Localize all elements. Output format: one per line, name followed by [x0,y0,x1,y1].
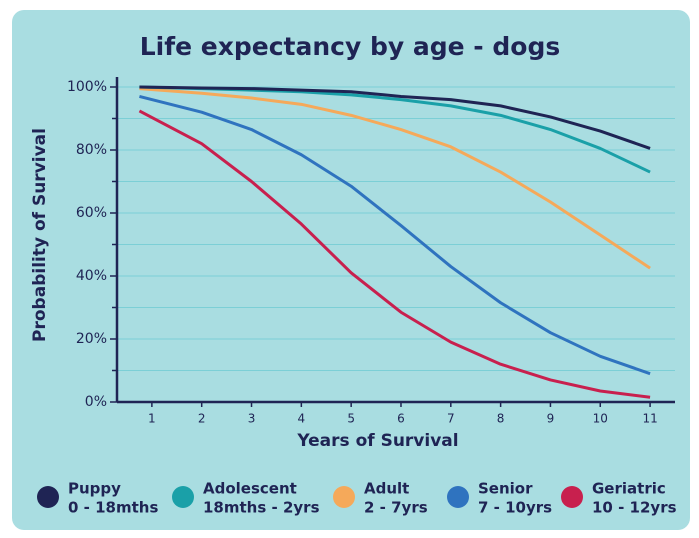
legend-swatch [447,486,469,508]
chart-title: Life expectancy by age - dogs [140,32,560,61]
x-tick-label: 1 [148,412,156,426]
x-tick-label: 2 [198,412,206,426]
legend-sublabel: 7 - 10yrs [478,499,552,517]
y-tick-label: 20% [76,331,107,347]
x-axis-label: Years of Survival [296,431,458,451]
series-line [139,94,651,376]
legend-swatch [333,486,355,508]
x-tick-label: 5 [347,412,355,426]
legend-sublabel: 2 - 7yrs [364,499,428,517]
x-tick-label: 3 [248,412,256,426]
legend-sublabel: 18mths - 2yrs [203,499,320,517]
y-tick-label: 60% [76,205,107,221]
x-tick-label: 7 [447,412,455,426]
legend-swatch [172,486,194,508]
legend-label: Geriatric [592,480,666,498]
y-tick-label: 100% [67,79,107,95]
legend-swatch [561,486,583,508]
card [12,10,690,530]
series-line [138,109,651,399]
x-tick-label: 9 [547,412,555,426]
legend-sublabel: 10 - 12yrs [592,499,677,517]
legend-label: Adolescent [203,480,297,498]
legend-swatch [37,486,59,508]
legend-label: Puppy [68,480,121,498]
x-tick-label: 10 [593,412,608,426]
y-tick-label: 40% [76,268,107,284]
legend-sublabel: 0 - 18mths [68,499,158,517]
x-tick-label: 11 [642,412,657,426]
legend-label: Senior [478,480,533,498]
x-tick-label: 8 [497,412,505,426]
legend-label: Adult [364,480,409,498]
x-tick-label: 4 [298,412,306,426]
y-axis-label: Probability of Survival [30,128,50,342]
y-tick-label: 0% [85,394,107,410]
x-tick-label: 6 [397,412,405,426]
series-line [139,85,651,150]
series-line [139,87,651,270]
y-tick-label: 80% [76,142,107,158]
